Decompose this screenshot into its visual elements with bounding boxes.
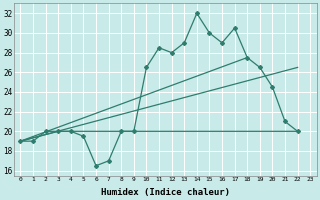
X-axis label: Humidex (Indice chaleur): Humidex (Indice chaleur) bbox=[101, 188, 230, 197]
